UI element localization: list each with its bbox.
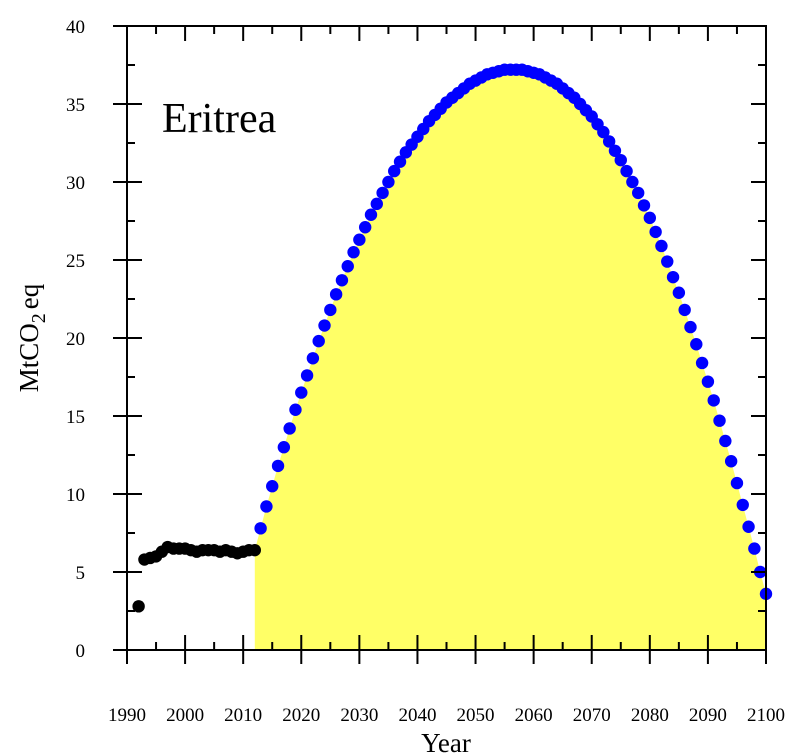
projected-point <box>300 369 314 382</box>
projected-point <box>370 197 383 211</box>
projected-point <box>643 211 657 225</box>
x-tick-label: 2000 <box>166 705 204 726</box>
projected-point <box>347 246 360 259</box>
historic-point <box>132 600 145 613</box>
y-tick-label: 25 <box>66 251 85 272</box>
projected-point <box>312 334 325 348</box>
projected-point <box>388 164 401 178</box>
projected-point <box>329 288 343 301</box>
projected-point <box>376 186 389 200</box>
projected-point <box>271 459 285 473</box>
projected-point <box>707 394 720 407</box>
projected-point <box>283 422 296 435</box>
x-tick-label: 2030 <box>340 705 378 726</box>
projected-point <box>748 542 761 555</box>
projected-point <box>335 274 349 287</box>
x-axis-title: Year <box>421 728 471 756</box>
projected-point <box>318 319 331 332</box>
y-tick-labels: 0 5 10 15 20 25 30 35 40 <box>66 17 85 662</box>
x-tick-label: 1990 <box>108 705 146 726</box>
projected-point <box>353 233 366 246</box>
historic-point <box>248 543 261 557</box>
projected-point <box>602 135 616 148</box>
projected-point <box>597 125 610 139</box>
x-tick-label: 2080 <box>631 705 669 726</box>
y-tick-label: 35 <box>66 95 85 116</box>
y-axis-title-main: MtCO <box>14 323 44 392</box>
y-tick-label: 5 <box>76 563 86 584</box>
projected-point <box>666 270 680 284</box>
projected-point <box>341 260 354 273</box>
projected-point <box>655 239 668 253</box>
projected-point <box>661 255 674 268</box>
x-tick-label: 2040 <box>398 705 436 726</box>
projection-fill-area <box>254 69 767 651</box>
x-tick-label: 2090 <box>689 705 727 726</box>
chart-title: Eritrea <box>162 96 277 142</box>
projected-point <box>277 441 291 454</box>
projected-point <box>719 434 732 448</box>
x-tick-label: 2010 <box>224 705 262 726</box>
projected-point <box>736 498 749 512</box>
projected-point <box>266 480 279 493</box>
projected-point <box>306 352 320 365</box>
y-tick-label: 40 <box>66 17 85 38</box>
projected-point <box>364 208 378 221</box>
projected-point <box>637 199 651 212</box>
projected-point <box>701 375 715 388</box>
projected-point <box>289 403 302 416</box>
axis-ticks <box>113 25 767 664</box>
projected-point <box>690 338 703 351</box>
y-axis-title-subscript: 2 <box>28 313 50 323</box>
projected-point <box>724 455 738 468</box>
y-tick-label: 20 <box>66 329 85 350</box>
projected-point <box>742 520 755 533</box>
y-tick-label: 15 <box>66 407 85 428</box>
projected-point <box>393 155 407 168</box>
x-tick-label: 2070 <box>573 705 611 726</box>
projected-point <box>254 522 267 535</box>
y-tick-label: 10 <box>66 485 85 506</box>
projected-point <box>608 144 622 157</box>
projected-point <box>713 414 726 427</box>
projected-point <box>684 320 697 334</box>
projected-point <box>295 386 308 399</box>
projected-point <box>260 500 273 513</box>
y-tick-label: 0 <box>76 641 86 662</box>
y-tick-label: 30 <box>66 173 85 194</box>
y-axis-title: MtCO2 eq <box>14 283 50 392</box>
projected-point <box>358 221 372 234</box>
projected-point <box>620 164 633 178</box>
x-tick-label: 2020 <box>282 705 320 726</box>
projected-point <box>695 356 709 370</box>
projected-point <box>730 476 744 490</box>
projected-point <box>632 186 645 200</box>
projected-point <box>626 175 639 189</box>
y-axis-title-suffix: eq <box>14 283 44 309</box>
x-tick-label: 2050 <box>457 705 495 726</box>
data-points <box>132 63 773 613</box>
projected-point <box>649 225 662 239</box>
x-tick-label: 2100 <box>747 705 785 726</box>
x-tick-labels: 1990 2000 2010 2020 2030 2040 2050 2060 2070 2080… <box>108 705 785 726</box>
projected-point <box>324 303 337 317</box>
projected-point <box>382 175 395 189</box>
projection-fill <box>254 69 767 651</box>
projected-point <box>678 303 691 317</box>
x-tick-label: 2060 <box>515 705 553 726</box>
projected-point <box>672 286 686 299</box>
projected-point <box>614 153 627 167</box>
